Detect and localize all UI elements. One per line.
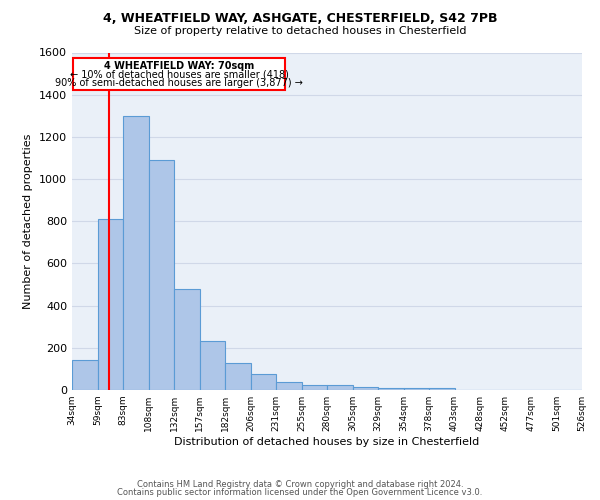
Bar xyxy=(72,360,97,390)
X-axis label: Distribution of detached houses by size in Chesterfield: Distribution of detached houses by size … xyxy=(175,437,479,447)
Bar xyxy=(97,219,123,390)
FancyBboxPatch shape xyxy=(73,58,285,90)
Bar xyxy=(149,160,174,390)
Bar xyxy=(251,374,276,390)
Bar xyxy=(404,388,429,390)
Text: Contains public sector information licensed under the Open Government Licence v3: Contains public sector information licen… xyxy=(118,488,482,497)
Text: 90% of semi-detached houses are larger (3,877) →: 90% of semi-detached houses are larger (… xyxy=(55,78,303,88)
Text: ← 10% of detached houses are smaller (418): ← 10% of detached houses are smaller (41… xyxy=(70,69,289,79)
Bar xyxy=(353,387,378,390)
Bar xyxy=(302,384,327,390)
Bar xyxy=(123,116,149,390)
Bar xyxy=(199,342,225,390)
Bar xyxy=(429,388,455,390)
Text: Contains HM Land Registry data © Crown copyright and database right 2024.: Contains HM Land Registry data © Crown c… xyxy=(137,480,463,489)
Text: 4, WHEATFIELD WAY, ASHGATE, CHESTERFIELD, S42 7PB: 4, WHEATFIELD WAY, ASHGATE, CHESTERFIELD… xyxy=(103,12,497,26)
Y-axis label: Number of detached properties: Number of detached properties xyxy=(23,134,34,309)
Bar xyxy=(276,382,302,390)
Bar xyxy=(174,289,199,390)
Bar xyxy=(378,388,404,390)
Text: 4 WHEATFIELD WAY: 70sqm: 4 WHEATFIELD WAY: 70sqm xyxy=(104,60,254,70)
Bar xyxy=(327,384,353,390)
Bar xyxy=(225,362,251,390)
Text: Size of property relative to detached houses in Chesterfield: Size of property relative to detached ho… xyxy=(134,26,466,36)
